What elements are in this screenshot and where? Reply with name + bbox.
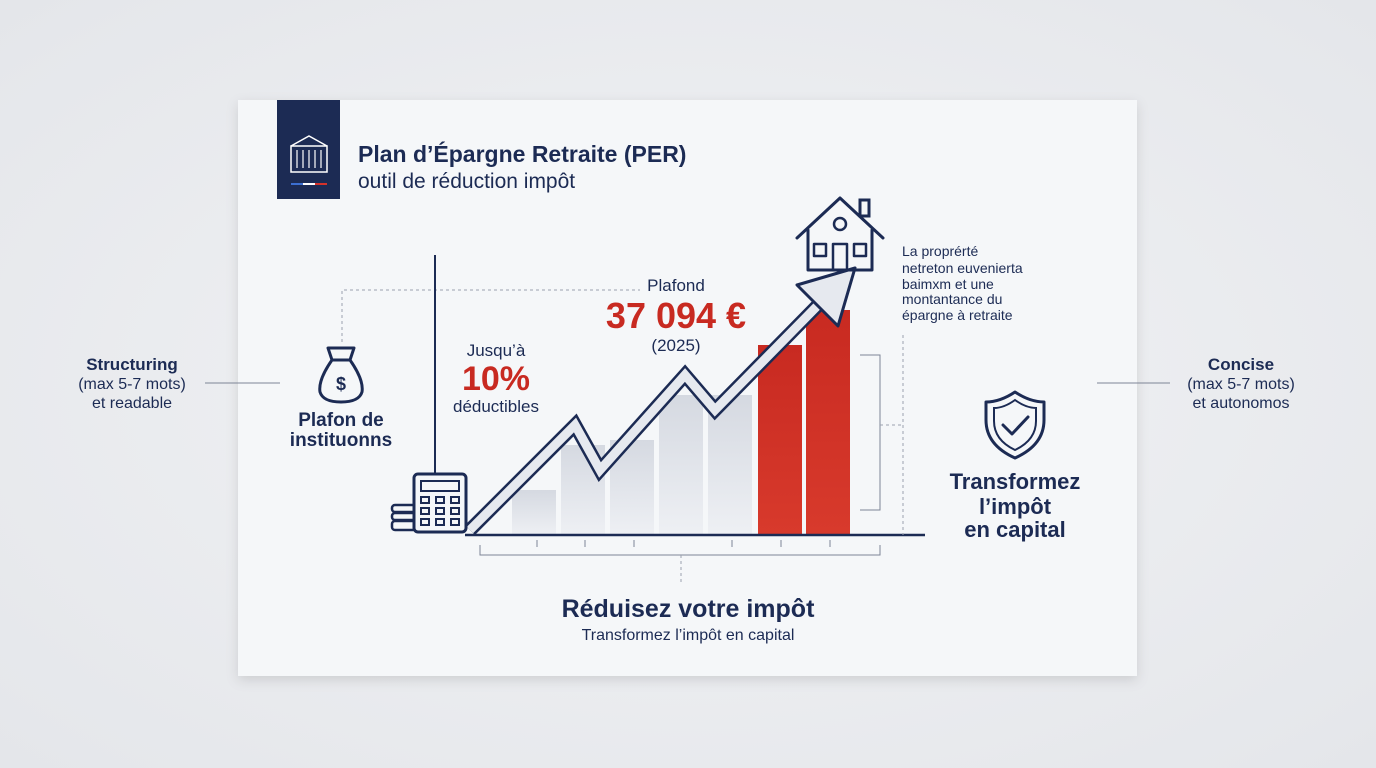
label: en capital [964,517,1065,542]
label: Transformez [950,469,1081,494]
bars [512,310,850,535]
label: Plafond [647,276,705,295]
shield-icon [984,390,1046,460]
label: l’impôt [979,494,1052,519]
note-line: baimxm et une [902,276,994,292]
calculator-icon [390,472,468,534]
note-title: Structuring [86,355,178,374]
footer-title: Réduisez votre impôt [562,595,815,623]
highlight: 37 094 € [606,295,746,336]
title: Plan d’Épargne Retraite (PER) [358,140,686,167]
note-line: netreton euvenierta [902,260,1023,276]
tick [536,540,831,547]
subtitle: outil de réduction impôt [358,170,575,193]
note-line: et readable [92,395,172,412]
note-line: épargne à retraite [902,307,1013,323]
trend-arrow [465,266,857,535]
highlight: 10% [462,360,530,398]
label: déductibles [453,397,539,416]
footer-subtitle: Transformez l’impôt en capital [582,627,795,644]
svg-text:$: $ [336,374,346,394]
note-line: (max 5-7 mots) [78,376,186,393]
note-line: (max 5-7 mots) [1187,376,1295,393]
note-line: et autonomos [1193,395,1290,412]
label: (2025) [651,336,700,355]
label: Jusqu’à [467,341,526,360]
note-title: Concise [1208,355,1274,374]
logo [277,100,340,199]
house-icon [795,196,885,272]
note-line: montantance du [902,291,1002,307]
money-bag-icon: $ [318,346,364,404]
label: instituonns [290,430,392,451]
note-line: La proprérté [902,243,978,259]
bracket [860,354,881,511]
bracket [479,545,881,556]
label: Plafon de [298,410,384,431]
guide [880,335,904,535]
